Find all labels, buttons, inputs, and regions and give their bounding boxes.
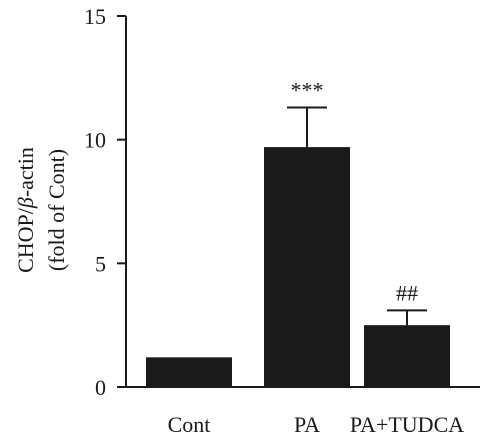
y-tick-label: 10 [84,128,106,153]
category-label: Cont [168,412,211,437]
y-tick-label: 5 [95,251,106,276]
y-axis [117,15,127,388]
y-tick-label: 0 [95,375,106,400]
y-tick-labels: 0 5 10 15 [84,4,106,400]
bars [146,147,450,387]
y-axis-label-line2: (fold of Cont) [44,149,69,271]
significance-annotation: *** [291,78,324,103]
significance-annotation: ## [396,280,418,305]
y-tick-label: 15 [84,4,106,29]
annotations: *** ## [291,78,419,306]
y-axis-label-line1: CHOP/β-actin [13,147,38,273]
bar [264,147,350,387]
category-label: PA [294,412,320,437]
bar [146,357,232,387]
bar [364,325,450,387]
category-labels: Cont PA PA+TUDCA [168,412,465,437]
error-bars [287,106,427,326]
category-label: PA+TUDCA [350,412,464,437]
